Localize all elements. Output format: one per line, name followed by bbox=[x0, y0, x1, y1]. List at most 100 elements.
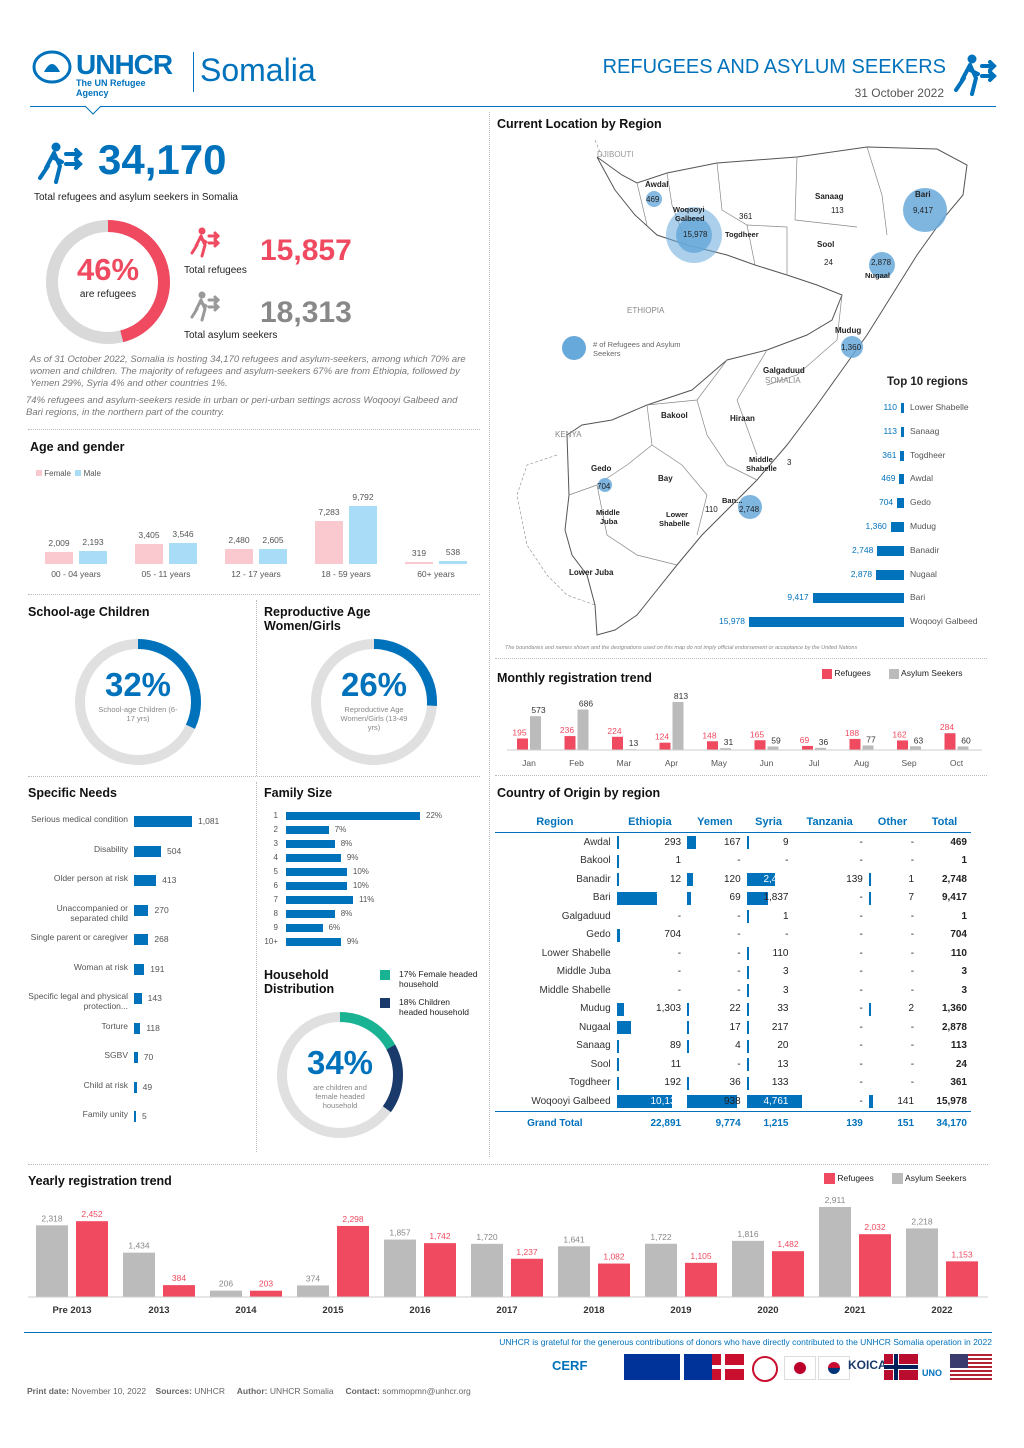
coo-cell-text: 1 bbox=[961, 855, 967, 867]
yearly-bar-refugees bbox=[337, 1225, 369, 1297]
cerf-logo: CERF bbox=[552, 1358, 588, 1373]
refugee-icon bbox=[38, 142, 83, 184]
coo-cell: 69 bbox=[685, 889, 745, 908]
need-bar bbox=[134, 963, 145, 975]
need-label: Single parent or caregiver bbox=[30, 932, 128, 942]
map-region-middle-juba-2: Juba bbox=[600, 517, 618, 526]
coo-cell-bar bbox=[746, 984, 749, 997]
coo-cell-text: - bbox=[910, 984, 915, 996]
coo-cell-bar bbox=[616, 928, 621, 942]
coo-cell: 113 bbox=[918, 1037, 971, 1056]
coo-cell: - bbox=[793, 1000, 867, 1019]
yearly-bar-asylum bbox=[471, 1243, 503, 1297]
coo-cell-text: - bbox=[859, 1021, 863, 1033]
korea-flag-icon bbox=[818, 1356, 850, 1380]
eu-echo-flag-icon bbox=[684, 1354, 712, 1380]
top10-label: Banadir bbox=[910, 544, 940, 555]
coo-cell: 139 bbox=[793, 870, 867, 889]
contact-email[interactable]: sommopmn@unhcr.org bbox=[382, 1386, 471, 1396]
coo-cell: - bbox=[685, 907, 745, 926]
yearly-value: 2,218 bbox=[911, 1216, 933, 1226]
need-bar bbox=[134, 1111, 136, 1122]
coo-header: Syria bbox=[744, 812, 793, 833]
coo-cell: - bbox=[745, 926, 793, 945]
coo-cell-text: - bbox=[785, 855, 789, 867]
coo-cell: - bbox=[685, 963, 745, 982]
coo-cell-bar bbox=[746, 1058, 749, 1071]
school-percent: 32% bbox=[104, 666, 172, 703]
age-gender-chart: 2,009 2,193 00 - 04 years 3,405 3,546 05 - 11… bbox=[30, 490, 480, 590]
monthly-bar-refugees bbox=[707, 741, 718, 750]
top10-bar bbox=[749, 617, 904, 628]
coo-cell-text: Woqooyi Galbeed bbox=[531, 1095, 611, 1107]
coo-header: Yemen bbox=[685, 812, 745, 833]
coo-cell: 2,748 bbox=[918, 870, 971, 889]
yearly-value: 374 bbox=[306, 1273, 320, 1283]
legend-female: Female bbox=[44, 469, 71, 478]
refugee-percent-label: are refugees bbox=[79, 289, 137, 300]
coo-cell-text: 17 bbox=[729, 1021, 741, 1033]
coo-cell: - bbox=[793, 926, 867, 945]
family-size-bar bbox=[286, 826, 329, 834]
coo-total-row: Grand Total 22,891 9,774 1,215 139 151 34,170 bbox=[495, 1110, 971, 1136]
need-label: Older person at risk bbox=[53, 873, 128, 883]
top10-label: Woqooyi Galbeed bbox=[910, 616, 978, 627]
refugees-label: Total refugees bbox=[184, 265, 247, 276]
family-size-bar bbox=[286, 896, 353, 904]
coo-cell: 2,476 bbox=[745, 870, 793, 889]
family-size-value: 22% bbox=[426, 811, 443, 820]
coo-cell: 1,303 bbox=[615, 1000, 685, 1019]
family-size-label: 6 bbox=[273, 881, 278, 890]
coo-table: Region Ethiopia Yemen Syria Tanzania Other Tot… bbox=[495, 812, 971, 1136]
coo-cell: 3 bbox=[745, 963, 793, 982]
age-group-label: 12 - 17 years bbox=[231, 569, 281, 579]
coo-cell: - bbox=[685, 1055, 745, 1074]
coo-cell-text: - bbox=[677, 947, 682, 959]
coo-cell-text: - bbox=[910, 1021, 915, 1033]
coo-cell-text: 2 bbox=[908, 1003, 915, 1015]
coo-row: Galgaduud - - 1 - - 1 bbox=[495, 907, 971, 926]
coo-cell-bar bbox=[616, 1002, 624, 1016]
coo-region: Bari bbox=[495, 889, 615, 908]
coo-cell: - bbox=[867, 963, 918, 982]
age-bar-male bbox=[439, 560, 467, 564]
coo-cell: 24 bbox=[918, 1055, 971, 1074]
map-region-awdal: Awdal bbox=[645, 180, 668, 189]
report-date: 31 October 2022 bbox=[854, 86, 944, 100]
coo-cell-bar bbox=[746, 1002, 749, 1016]
monthly-bar-refugees bbox=[802, 745, 813, 750]
coo-cell-text: - bbox=[737, 910, 741, 922]
coo-cell: - bbox=[793, 1018, 867, 1037]
monthly-bar-asylum bbox=[815, 747, 826, 750]
yearly-value: 1,641 bbox=[563, 1234, 585, 1244]
coo-cell: 9,417 bbox=[918, 889, 971, 908]
need-label: Child at risk bbox=[83, 1079, 128, 1090]
sources: UNHCR bbox=[194, 1386, 225, 1396]
coo-cell-text: Bakool bbox=[580, 855, 611, 867]
map-value-gedo: 704 bbox=[597, 482, 611, 491]
family-size-title: Family Size bbox=[264, 786, 333, 800]
coo-cell-text: - bbox=[859, 836, 863, 848]
coo-cell-text: - bbox=[910, 1040, 915, 1052]
family-size-bar bbox=[286, 882, 347, 890]
map-value-nugaal: 2,878 bbox=[871, 258, 892, 267]
map-legend: # of Refugees and Asylum Seekers bbox=[593, 340, 681, 358]
coo-cell: - bbox=[615, 963, 685, 982]
yearly-category: 2014 bbox=[235, 1305, 257, 1316]
family-size-value: 6% bbox=[328, 923, 341, 932]
denmark-flag-icon bbox=[712, 1354, 744, 1380]
need-value: 5 bbox=[142, 1111, 147, 1121]
household-legend-2-text: 18% Children headed household bbox=[399, 997, 469, 1017]
school-donut bbox=[75, 639, 201, 765]
yearly-value: 384 bbox=[172, 1273, 186, 1283]
yearly-value: 2,318 bbox=[41, 1213, 63, 1223]
yearly-legend-refugees: Refugees bbox=[837, 1173, 874, 1183]
yearly-bar-refugees bbox=[598, 1263, 630, 1297]
monthly-bar-asylum bbox=[720, 748, 731, 750]
yearly-value: 1,482 bbox=[777, 1239, 799, 1249]
coo-cell-text: 1,360 bbox=[941, 1003, 967, 1015]
coo-cell-text: 24 bbox=[955, 1058, 967, 1070]
need-bar bbox=[134, 934, 149, 945]
coo-cell-bar bbox=[746, 1076, 749, 1090]
yearly-value: 1,237 bbox=[516, 1247, 538, 1257]
